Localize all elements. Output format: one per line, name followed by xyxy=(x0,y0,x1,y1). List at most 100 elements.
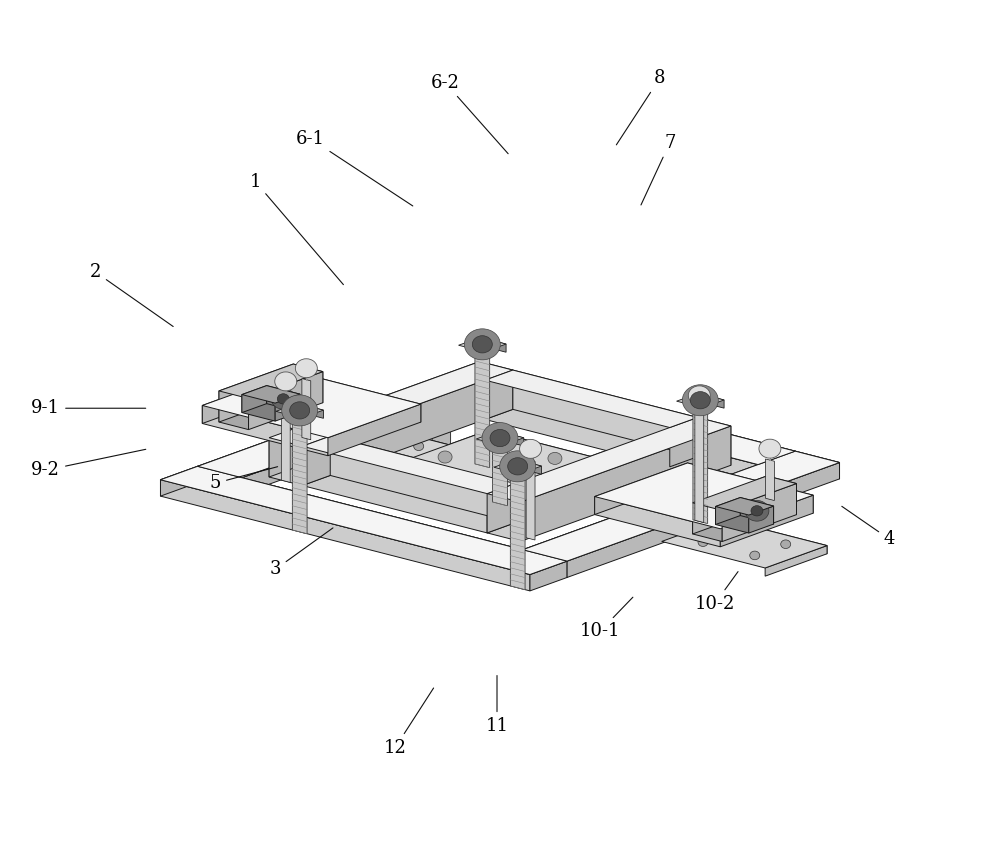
Polygon shape xyxy=(476,432,524,445)
Polygon shape xyxy=(160,466,198,496)
Polygon shape xyxy=(242,386,300,403)
Circle shape xyxy=(277,394,289,404)
Circle shape xyxy=(690,392,710,409)
Polygon shape xyxy=(219,364,293,422)
Polygon shape xyxy=(520,426,731,541)
Polygon shape xyxy=(498,432,524,446)
Polygon shape xyxy=(477,393,758,481)
Polygon shape xyxy=(693,399,708,524)
Polygon shape xyxy=(328,404,421,456)
Text: 8: 8 xyxy=(616,69,666,145)
Polygon shape xyxy=(511,457,592,499)
Polygon shape xyxy=(302,370,513,486)
Polygon shape xyxy=(269,362,513,446)
Polygon shape xyxy=(765,459,774,501)
Polygon shape xyxy=(302,446,487,533)
Polygon shape xyxy=(477,379,795,464)
Text: 7: 7 xyxy=(641,134,675,205)
Circle shape xyxy=(426,449,436,457)
Polygon shape xyxy=(677,394,724,408)
Polygon shape xyxy=(514,379,795,468)
Circle shape xyxy=(698,538,708,546)
Polygon shape xyxy=(765,545,827,576)
Polygon shape xyxy=(487,418,698,533)
Polygon shape xyxy=(716,498,774,515)
Circle shape xyxy=(275,372,297,391)
Polygon shape xyxy=(670,418,698,467)
Polygon shape xyxy=(198,466,242,494)
Polygon shape xyxy=(615,438,638,445)
Circle shape xyxy=(508,457,528,475)
Polygon shape xyxy=(493,437,507,506)
Polygon shape xyxy=(198,466,567,577)
Circle shape xyxy=(493,451,507,463)
Polygon shape xyxy=(693,503,722,541)
Polygon shape xyxy=(758,451,795,481)
Polygon shape xyxy=(695,406,704,522)
Circle shape xyxy=(520,439,542,458)
Polygon shape xyxy=(242,394,275,421)
Polygon shape xyxy=(720,495,813,547)
Polygon shape xyxy=(424,413,451,420)
Polygon shape xyxy=(219,364,323,399)
Polygon shape xyxy=(160,466,567,575)
Polygon shape xyxy=(398,448,460,478)
Circle shape xyxy=(682,385,718,416)
Circle shape xyxy=(478,463,488,471)
Circle shape xyxy=(472,336,492,353)
Circle shape xyxy=(383,453,393,462)
Circle shape xyxy=(635,499,645,507)
Circle shape xyxy=(615,475,625,483)
Polygon shape xyxy=(489,431,592,469)
Circle shape xyxy=(759,439,781,458)
Polygon shape xyxy=(242,386,267,413)
Polygon shape xyxy=(595,496,720,547)
Polygon shape xyxy=(269,438,302,486)
Polygon shape xyxy=(198,368,514,478)
Polygon shape xyxy=(716,498,740,525)
Polygon shape xyxy=(735,490,754,546)
Circle shape xyxy=(362,429,372,438)
Text: 12: 12 xyxy=(384,688,434,757)
Polygon shape xyxy=(487,418,731,502)
Text: 2: 2 xyxy=(90,263,173,326)
Circle shape xyxy=(481,435,495,447)
Polygon shape xyxy=(485,370,513,419)
Polygon shape xyxy=(276,404,323,418)
Polygon shape xyxy=(621,438,639,494)
Text: 6-2: 6-2 xyxy=(431,73,508,154)
Polygon shape xyxy=(595,463,688,514)
Circle shape xyxy=(395,460,405,469)
Polygon shape xyxy=(477,379,795,464)
Polygon shape xyxy=(160,466,567,575)
Polygon shape xyxy=(724,519,827,554)
Polygon shape xyxy=(530,561,567,591)
Text: 3: 3 xyxy=(270,528,333,578)
Polygon shape xyxy=(609,467,713,501)
Circle shape xyxy=(666,488,676,496)
Circle shape xyxy=(745,501,769,521)
Polygon shape xyxy=(595,463,813,529)
Polygon shape xyxy=(357,421,460,456)
Circle shape xyxy=(331,440,341,449)
Circle shape xyxy=(615,475,625,483)
Polygon shape xyxy=(693,476,796,510)
Polygon shape xyxy=(480,337,506,352)
Polygon shape xyxy=(722,483,796,541)
Polygon shape xyxy=(462,468,524,499)
Polygon shape xyxy=(275,394,300,421)
Circle shape xyxy=(548,452,562,464)
Polygon shape xyxy=(269,362,480,477)
Circle shape xyxy=(438,451,452,463)
Polygon shape xyxy=(662,519,827,568)
Circle shape xyxy=(447,474,457,482)
Circle shape xyxy=(584,486,594,494)
Polygon shape xyxy=(470,368,514,395)
Polygon shape xyxy=(688,463,813,513)
Text: 10-1: 10-1 xyxy=(580,597,633,640)
Polygon shape xyxy=(613,438,639,445)
Circle shape xyxy=(751,506,763,516)
Polygon shape xyxy=(160,480,530,591)
Polygon shape xyxy=(651,494,713,524)
Polygon shape xyxy=(295,421,460,470)
